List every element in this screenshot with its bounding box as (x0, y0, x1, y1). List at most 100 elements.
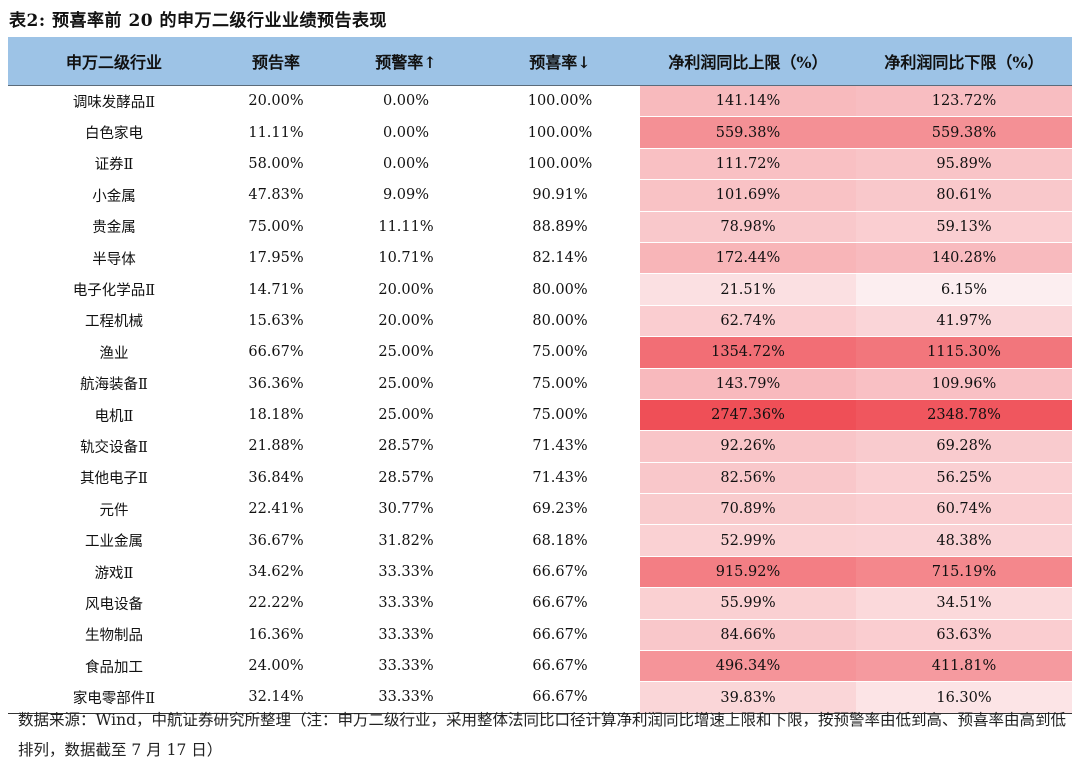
cell-warning-rate: 33.33% (378, 658, 434, 675)
cell-positive-rate: 66.67% (532, 564, 588, 581)
cell-positive-rate: 66.67% (532, 658, 588, 675)
cell-profit-lower: 59.13% (856, 211, 1072, 243)
cell-forecast-rate: 11.11% (248, 124, 304, 141)
cell-profit-lower: 6.15% (856, 273, 1072, 306)
cell-industry: 风电设备 (85, 596, 143, 613)
cell-warning-rate: 33.33% (378, 564, 434, 581)
cell-industry: 调味发酵品Ⅱ (72, 94, 156, 111)
cell-warning-rate: 20.00% (378, 281, 434, 298)
table-row: 小金属 47.83% 9.09% 90.91% 101.69% 80.61% (8, 179, 1072, 212)
table-row: 电子化学品Ⅱ 14.71% 20.00% 80.00% 21.51% 6.15% (8, 273, 1072, 306)
cell-warning-rate: 31.82% (378, 532, 434, 549)
cell-forecast-rate: 36.67% (248, 532, 304, 549)
cell-forecast-rate: 58.00% (248, 155, 304, 172)
table-row: 工程机械 15.63% 20.00% 80.00% 62.74% 41.97% (8, 305, 1072, 338)
cell-warning-rate: 9.09% (382, 187, 430, 204)
table-header: 申万二级行业 预告率 预警率↑ 预喜率↓ 净利润同比上限（%） 净利润同比下限（… (8, 37, 1072, 86)
cell-profit-lower: 63.63% (856, 619, 1072, 652)
cell-forecast-rate: 32.14% (220, 681, 332, 714)
cell-forecast-rate: 22.22% (248, 595, 304, 612)
performance-table: 申万二级行业 预告率 预警率↑ 预喜率↓ 净利润同比上限（%） 净利润同比下限（… (8, 37, 1072, 714)
cell-industry: 证券Ⅱ (94, 157, 134, 174)
cell-positive-rate: 68.18% (532, 532, 588, 549)
cell-forecast-rate: 14.71% (248, 281, 304, 298)
cell-industry: 白色家电 (85, 126, 143, 143)
cell-profit-lower: 2348.78% (856, 399, 1072, 432)
table-row: 电机Ⅱ 18.18% 25.00% 75.00% 2747.36% 2348.78% (8, 399, 1072, 432)
cell-profit-upper: 111.72% (640, 148, 856, 181)
cell-industry: 电子化学品Ⅱ (72, 283, 156, 300)
cell-industry: 食品加工 (85, 659, 143, 676)
cell-forecast-rate: 20.00% (248, 93, 304, 110)
cell-positive-rate: 90.91% (532, 187, 588, 204)
cell-forecast-rate: 34.62% (248, 564, 304, 581)
cell-profit-lower: 715.19% (856, 556, 1072, 589)
cell-forecast-rate: 18.18% (248, 407, 304, 424)
cell-warning-rate: 33.33% (332, 681, 480, 714)
cell-warning-rate: 25.00% (378, 375, 434, 392)
table-row: 生物制品 16.36% 33.33% 66.67% 84.66% 63.63% (8, 619, 1072, 652)
cell-positive-rate: 71.43% (532, 438, 588, 455)
cell-forecast-rate: 36.36% (248, 375, 304, 392)
cell-positive-rate: 82.14% (532, 250, 588, 267)
cell-warning-rate: 30.77% (378, 501, 434, 518)
cell-profit-upper: 141.14% (640, 85, 856, 118)
table-body: 调味发酵品Ⅱ 20.00% 0.00% 100.00% 141.14% 123.72% 白色… (8, 85, 1072, 714)
cell-forecast-rate: 22.41% (248, 501, 304, 518)
cell-warning-rate: 10.71% (378, 250, 434, 267)
cell-profit-upper: 101.69% (640, 179, 856, 212)
cell-industry: 轨交设备Ⅱ (80, 439, 148, 456)
cell-industry: 工业金属 (85, 534, 143, 551)
cell-profit-lower: 60.74% (856, 493, 1072, 526)
cell-industry: 小金属 (92, 188, 136, 205)
cell-profit-upper: 21.51% (640, 273, 856, 306)
cell-positive-rate: 100.00% (527, 124, 593, 141)
cell-profit-lower: 80.61% (856, 179, 1072, 212)
cell-profit-upper: 915.92% (640, 556, 856, 589)
cell-positive-rate: 69.23% (532, 501, 588, 518)
cell-forecast-rate: 75.00% (248, 218, 304, 235)
table-row: 证券Ⅱ 58.00% 0.00% 100.00% 111.72% 95.89% (8, 148, 1072, 181)
cell-positive-rate: 75.00% (532, 344, 588, 361)
cell-industry: 游戏Ⅱ (94, 565, 134, 582)
cell-industry: 元件 (99, 502, 129, 519)
cell-profit-lower: 123.72% (856, 85, 1072, 118)
cell-profit-lower: 48.38% (856, 524, 1072, 557)
cell-profit-lower: 34.51% (856, 587, 1072, 620)
table-row: 家电零部件Ⅱ 32.14% 33.33% 66.67% 39.83% 16.30% (8, 681, 1072, 714)
table-row: 元件 22.41% 30.77% 69.23% 70.89% 60.74% (8, 493, 1072, 526)
cell-warning-rate: 25.00% (378, 407, 434, 424)
table-row: 调味发酵品Ⅱ 20.00% 0.00% 100.00% 141.14% 123.72% (8, 85, 1072, 118)
cell-forecast-rate: 47.83% (248, 187, 304, 204)
cell-industry: 生物制品 (85, 628, 143, 645)
header-warning-rate: 预警率↑ (332, 37, 480, 86)
cell-positive-rate: 100.00% (527, 93, 593, 110)
cell-profit-lower: 95.89% (856, 148, 1072, 181)
table-row: 渔业 66.67% 25.00% 75.00% 1354.72% 1115.30% (8, 336, 1072, 369)
cell-warning-rate: 28.57% (378, 469, 434, 486)
table-row: 贵金属 75.00% 11.11% 88.89% 78.98% 59.13% (8, 211, 1072, 243)
cell-industry: 半导体 (92, 251, 136, 268)
cell-profit-upper: 78.98% (640, 211, 856, 243)
table-row: 风电设备 22.22% 33.33% 66.67% 55.99% 34.51% (8, 587, 1072, 620)
cell-industry: 其他电子Ⅱ (80, 471, 148, 488)
cell-positive-rate: 66.67% (532, 626, 588, 643)
cell-warning-rate: 0.00% (382, 124, 430, 141)
cell-positive-rate: 66.67% (480, 681, 640, 714)
cell-forecast-rate: 17.95% (248, 250, 304, 267)
cell-profit-upper: 55.99% (640, 587, 856, 620)
cell-forecast-rate: 66.67% (248, 344, 304, 361)
table-row: 游戏Ⅱ 34.62% 33.33% 66.67% 915.92% 715.19% (8, 556, 1072, 589)
cell-positive-rate: 75.00% (532, 375, 588, 392)
cell-positive-rate: 66.67% (532, 595, 588, 612)
cell-profit-upper: 92.26% (640, 430, 856, 463)
cell-industry: 贵金属 (92, 220, 136, 237)
cell-profit-lower: 1115.30% (856, 336, 1072, 369)
header-industry: 申万二级行业 (8, 37, 220, 86)
cell-warning-rate: 28.57% (378, 438, 434, 455)
cell-profit-upper: 84.66% (640, 619, 856, 652)
cell-positive-rate: 75.00% (532, 407, 588, 424)
cell-profit-lower: 411.81% (856, 650, 1072, 683)
table-row: 航海装备Ⅱ 36.36% 25.00% 75.00% 143.79% 109.96% (8, 368, 1072, 400)
cell-profit-upper: 39.83% (640, 681, 856, 714)
